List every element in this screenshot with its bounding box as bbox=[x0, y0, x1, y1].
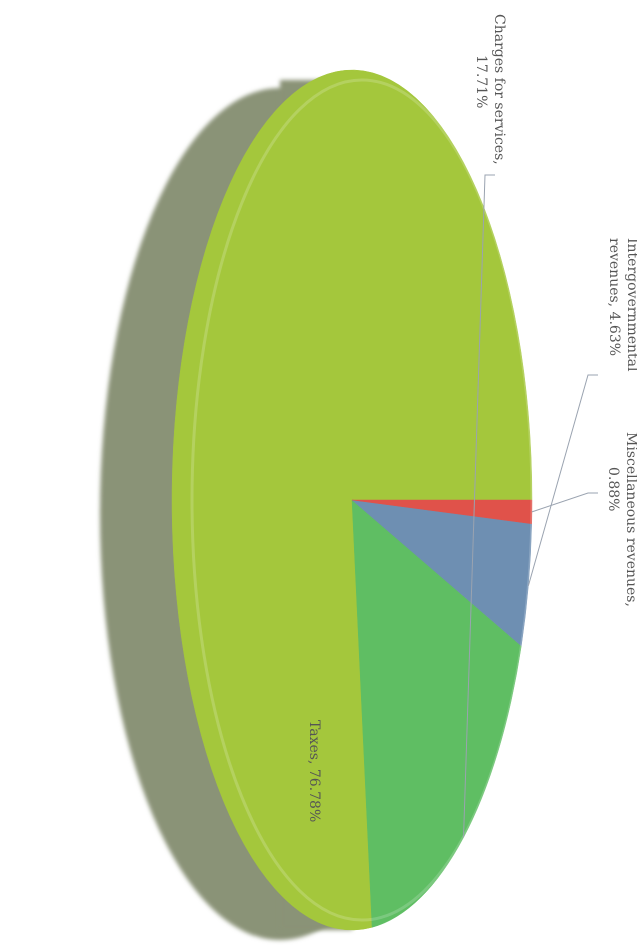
pie-slices bbox=[171, 69, 534, 931]
leader-intergov bbox=[527, 374, 598, 586]
leader-charges bbox=[463, 174, 495, 838]
label-intergov-line1: Intergovernmental bbox=[624, 238, 637, 372]
label-misc-line2: 0.88% bbox=[605, 467, 621, 511]
label-charges-line1: Charges for services, bbox=[491, 14, 507, 165]
leader-misc bbox=[531, 492, 598, 513]
leader-lines bbox=[463, 174, 598, 838]
pie-top-highlight bbox=[190, 78, 534, 922]
label-taxes: Taxes, 76.78% bbox=[306, 720, 322, 822]
pie-slice-charges-for-services bbox=[351, 499, 522, 928]
label-misc-line1: Miscellaneous revenues, bbox=[623, 432, 637, 607]
label-charges-line2: 17.71% bbox=[473, 55, 489, 108]
label-intergov-line2: revenues, 4.63% bbox=[606, 238, 622, 356]
